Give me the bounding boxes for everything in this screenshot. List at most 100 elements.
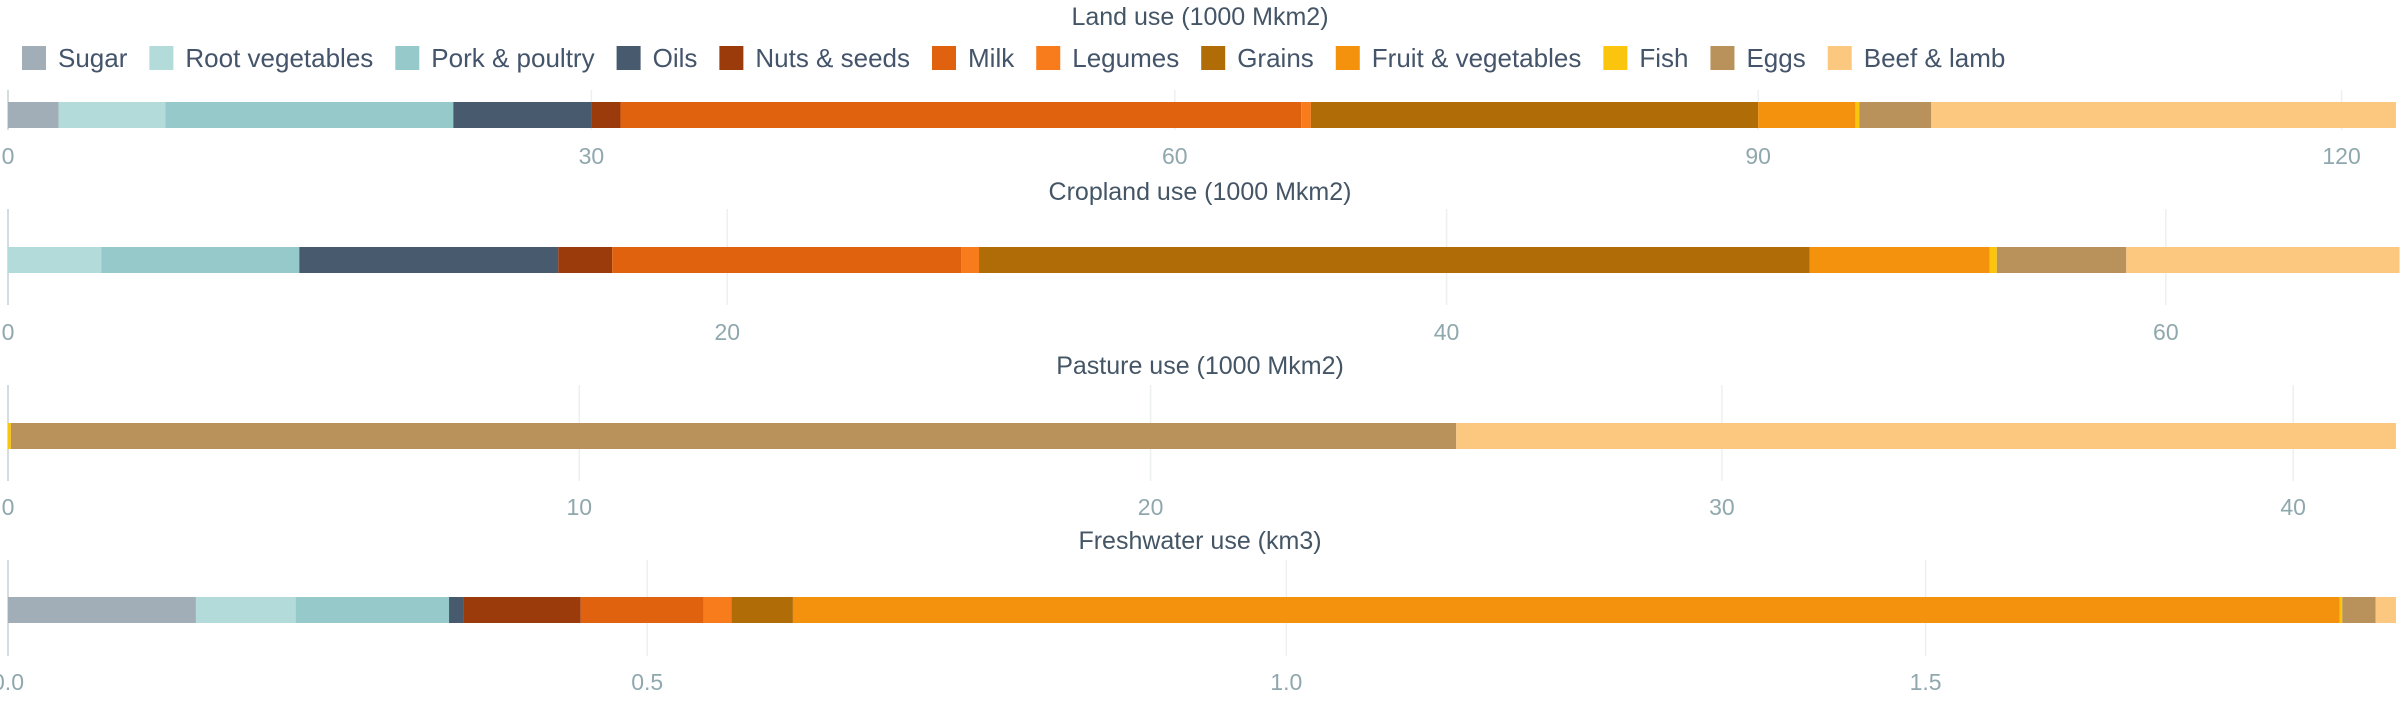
panel-title: Cropland use (1000 Mkm2) [1049, 178, 1352, 206]
bar-segment-nuts-and-seeds[interactable] [591, 102, 621, 128]
x-tick-label: 40 [1434, 319, 1460, 345]
legend-label: Grains [1237, 43, 1314, 73]
legend-item-grains[interactable]: Grains [1201, 43, 1314, 73]
bar-segment-beef-and-lamb[interactable] [1931, 102, 2396, 128]
legend-swatch [616, 46, 641, 70]
legend-label: Nuts & seeds [755, 43, 910, 73]
bar-segment-oils[interactable] [449, 597, 464, 623]
legend-item-oils[interactable]: Oils [616, 43, 698, 73]
bar-segment-milk[interactable] [620, 102, 1302, 128]
panel-title: Freshwater use (km3) [1078, 527, 1321, 555]
legend-swatch [1827, 46, 1852, 70]
bar-segment-fish[interactable] [2339, 597, 2343, 623]
bar-segment-pork-and-poultry[interactable] [101, 247, 300, 273]
legend-label: Fruit & vegetables [1372, 43, 1582, 73]
bar-segment-milk[interactable] [580, 597, 704, 623]
legend-swatch [1036, 46, 1061, 70]
legend-item-root-vegetables[interactable]: Root vegetables [149, 43, 373, 73]
legend-swatch [149, 46, 174, 70]
bar-segment-eggs[interactable] [1859, 102, 1932, 128]
legend-swatch [1603, 46, 1628, 70]
bar-segment-sugar[interactable] [8, 597, 196, 623]
bar-segment-eggs[interactable] [10, 423, 1457, 449]
bar-segment-oils[interactable] [453, 102, 592, 128]
x-tick-label: 20 [1138, 494, 1164, 520]
bar-segment-oils[interactable] [299, 247, 559, 273]
legend-swatch [395, 46, 420, 70]
bar-segment-pork-and-poultry[interactable] [295, 597, 450, 623]
legend-item-fruit-and-vegetables[interactable]: Fruit & vegetables [1335, 43, 1582, 73]
bar-segment-fruit-and-vegetables[interactable] [1758, 102, 1856, 128]
x-tick-label: 60 [2153, 319, 2179, 345]
x-tick-label: 1.0 [1270, 669, 1302, 695]
x-tick-label: 90 [1745, 143, 1771, 169]
legend-label: Oils [653, 43, 698, 73]
bar-segment-fruit-and-vegetables[interactable] [792, 597, 2340, 623]
bar-segment-nuts-and-seeds[interactable] [463, 597, 581, 623]
x-tick-label: 0.5 [631, 669, 663, 695]
bar-segment-fish[interactable] [8, 423, 11, 449]
legend-swatch [1335, 46, 1360, 70]
x-tick-label: 0.0 [0, 669, 24, 695]
legend-item-legumes[interactable]: Legumes [1036, 43, 1179, 73]
bar-segment-eggs[interactable] [1996, 247, 2127, 273]
bar-segment-root-vegetables[interactable] [195, 597, 296, 623]
x-tick-label: 60 [1162, 143, 1188, 169]
legend-label: Root vegetables [185, 43, 373, 73]
bar-segment-pork-and-poultry[interactable] [165, 102, 454, 128]
legend-item-pork-and-poultry[interactable]: Pork & poultry [395, 43, 595, 73]
bar-segment-fruit-and-vegetables[interactable] [1809, 247, 1990, 273]
legend-label: Beef & lamb [1864, 43, 2006, 73]
bar-segment-grains[interactable] [731, 597, 793, 623]
x-tick-label: 1.5 [1910, 669, 1942, 695]
legend-item-eggs[interactable]: Eggs [1710, 43, 1806, 73]
x-tick-label: 30 [579, 143, 605, 169]
bar-segment-beef-and-lamb[interactable] [2126, 247, 2400, 273]
x-tick-label: 0 [2, 494, 15, 520]
legend-swatch [932, 46, 957, 70]
legend-label: Pork & poultry [431, 43, 594, 73]
bar-segment-legumes[interactable] [961, 247, 980, 273]
legend-swatch [1201, 46, 1226, 70]
x-tick-label: 10 [566, 494, 592, 520]
x-tick-label: 40 [2280, 494, 2306, 520]
bar-segment-nuts-and-seeds[interactable] [558, 247, 613, 273]
legend-item-nuts-and-seeds[interactable]: Nuts & seeds [719, 43, 910, 73]
panel-title: Pasture use (1000 Mkm2) [1056, 352, 1344, 380]
legend-label: Sugar [58, 43, 128, 73]
legend-label: Eggs [1746, 43, 1805, 73]
x-tick-label: 120 [2322, 143, 2360, 169]
panel-freshwater-use: Freshwater use (km3) 0.0 0.5 1.0 1.5 [0, 527, 2396, 695]
bar-segment-fish[interactable] [1855, 102, 1860, 128]
panel-title: Land use (1000 Mkm2) [1071, 3, 1328, 31]
legend-label: Fish [1639, 43, 1688, 73]
chart-panels: Land use (1000 Mkm2) 0 30 60 90 120 Cropland u… [0, 3, 2400, 695]
x-tick-label: 20 [714, 319, 740, 345]
bar-segment-fish[interactable] [1989, 247, 1997, 273]
bar-segment-grains[interactable] [979, 247, 1810, 273]
bar-segment-eggs[interactable] [2342, 597, 2376, 623]
legend-item-sugar[interactable]: Sugar [22, 43, 128, 73]
legend-item-beef-and-lamb[interactable]: Beef & lamb [1827, 43, 2006, 73]
legend-label: Legumes [1072, 43, 1179, 73]
legend-item-fish[interactable]: Fish [1603, 43, 1688, 73]
legend-label: Milk [968, 43, 1015, 73]
legend-item-milk[interactable]: Milk [932, 43, 1015, 73]
legend-swatch [719, 46, 744, 70]
bar-segment-legumes[interactable] [1301, 102, 1311, 128]
bar-segment-beef-and-lamb[interactable] [2375, 597, 2396, 623]
bar-segment-legumes[interactable] [703, 597, 732, 623]
x-tick-label: 30 [1709, 494, 1735, 520]
bar-segment-root-vegetables[interactable] [58, 102, 166, 128]
x-tick-label: 0 [2, 319, 15, 345]
legend-swatch [1710, 46, 1735, 70]
bar-segment-beef-and-lamb[interactable] [1456, 423, 2396, 449]
x-tick-label: 0 [2, 143, 15, 169]
bar-segment-grains[interactable] [1310, 102, 1759, 128]
bar-segment-milk[interactable] [612, 247, 962, 273]
legend-swatch [22, 46, 46, 70]
bar-segment-sugar[interactable] [8, 102, 59, 128]
bar-segment-root-vegetables[interactable] [8, 247, 102, 273]
panel-cropland-use: Cropland use (1000 Mkm2) 0 20 40 60 [2, 178, 2400, 345]
